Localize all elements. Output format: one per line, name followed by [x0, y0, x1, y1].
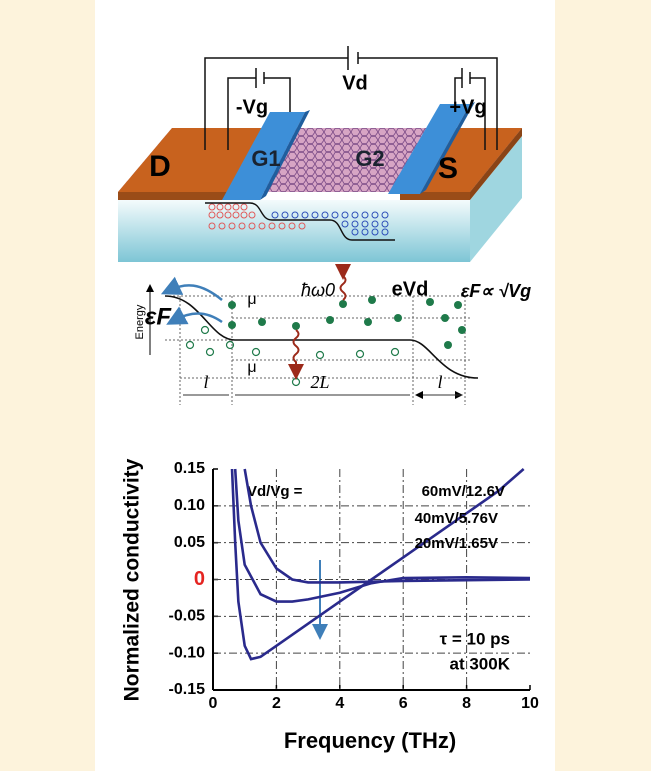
fermi-right-label: εF∝ √Vg [461, 281, 531, 301]
source-label: S [438, 152, 458, 185]
figure: D G1 G2 S Vd -Vg +Vg Energy εF μ μ ħω0 e… [0, 0, 651, 771]
x-tick-label: 10 [521, 695, 539, 712]
legend-label: 60mV/12.6V [422, 483, 505, 500]
y-tick-label: -0.15 [169, 681, 206, 698]
legend-label: 40mV/5.76V [415, 510, 498, 527]
gate1-label: G1 [251, 146, 280, 171]
x-tick-label: 6 [399, 695, 408, 712]
contact-left-label: l [203, 372, 208, 392]
y-tick-label: 0 [194, 568, 205, 590]
annotation: τ = 10 ps [440, 629, 510, 648]
bias-label: eVd [392, 278, 429, 300]
gate2-label: G2 [355, 146, 384, 171]
photon-label: ħω0 [301, 280, 335, 300]
y-tick-label: -0.05 [169, 608, 206, 625]
fermi-left-label: εF [145, 303, 172, 330]
mu-top-label: μ [247, 291, 256, 308]
contact-right-label: l [437, 372, 442, 392]
channel-label: 2L [310, 372, 329, 392]
gate-plus-label: +Vg [449, 96, 486, 118]
y-tick-label: 0.10 [174, 497, 205, 514]
x-axis-title: Frequency (THz) [284, 728, 456, 753]
mu-bottom-label: μ [247, 359, 256, 376]
gate-minus-label: -Vg [236, 96, 268, 118]
y-tick-label: 0.05 [174, 534, 205, 551]
x-tick-label: 4 [335, 695, 344, 712]
legend-label: 20mV/1.65V [415, 535, 498, 552]
y-tick-label: 0.15 [174, 460, 205, 477]
y-tick-label: -0.10 [169, 644, 206, 661]
x-tick-label: 8 [462, 695, 471, 712]
legend-prefix: Vd/Vg = [247, 483, 303, 500]
drain-label: D [149, 150, 171, 183]
x-tick-label: 0 [209, 695, 218, 712]
vd-label: Vd [342, 72, 368, 94]
y-axis-title: Normalized conductivity [121, 458, 144, 701]
annotation: at 300K [450, 654, 511, 673]
x-tick-label: 2 [272, 695, 281, 712]
